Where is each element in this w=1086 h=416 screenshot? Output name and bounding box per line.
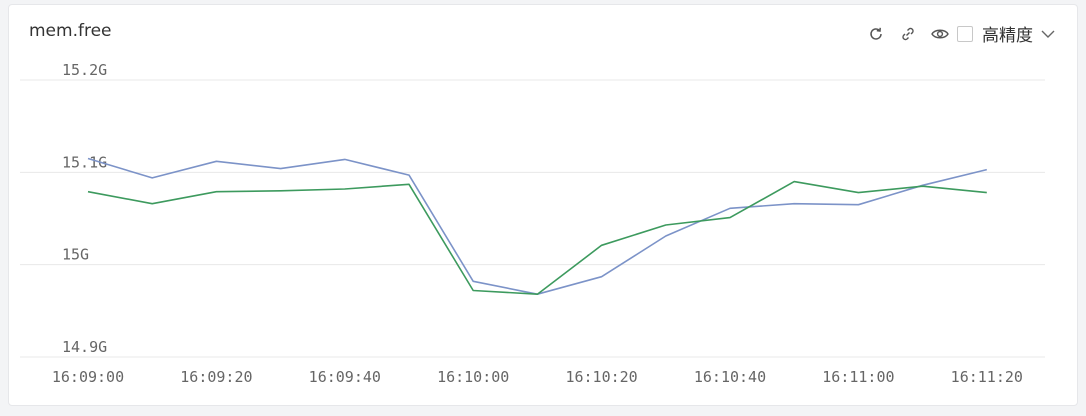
y-tick-label: 15G bbox=[62, 246, 89, 264]
panel-title: mem.free bbox=[29, 21, 112, 41]
x-tick-label: 16:09:00 bbox=[52, 368, 124, 386]
y-tick-label: 14.9G bbox=[62, 338, 107, 356]
high-precision-label: 高精度 bbox=[982, 26, 1033, 46]
x-tick-label: 16:10:00 bbox=[437, 368, 509, 386]
x-tick-label: 16:09:40 bbox=[309, 368, 381, 386]
series-line-2 bbox=[87, 180, 987, 296]
high-precision-checkbox[interactable] bbox=[957, 25, 973, 42]
refresh-icon[interactable] bbox=[867, 25, 885, 43]
eye-icon[interactable] bbox=[931, 25, 949, 43]
x-tick-label: 16:10:40 bbox=[694, 368, 766, 386]
x-tick-label: 16:11:20 bbox=[951, 368, 1023, 386]
panel-toolbar: 高精度 bbox=[853, 21, 1055, 46]
x-tick-label: 16:10:20 bbox=[565, 368, 637, 386]
chevron-down-icon[interactable] bbox=[1041, 27, 1055, 41]
link-icon[interactable] bbox=[899, 25, 917, 43]
series-line-1 bbox=[87, 157, 987, 296]
chart-panel: mem.free 高精度 bbox=[8, 4, 1078, 406]
x-tick-label: 16:09:20 bbox=[180, 368, 252, 386]
y-tick-label: 15.1G bbox=[62, 153, 107, 171]
y-tick-label: 15.2G bbox=[62, 61, 107, 79]
x-tick-label: 16:11:00 bbox=[822, 368, 894, 386]
